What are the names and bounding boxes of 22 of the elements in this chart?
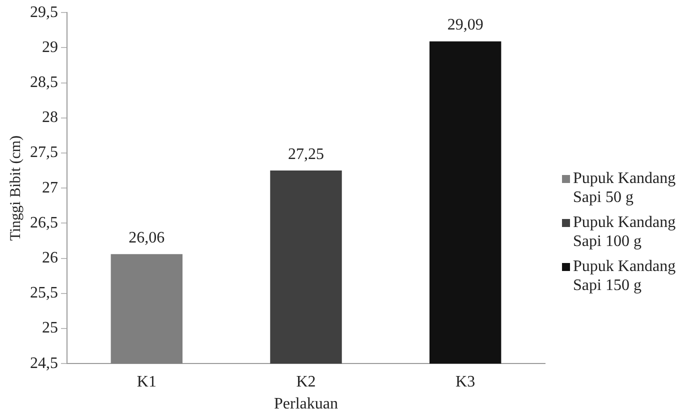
x-axis-title: Perlakuan	[274, 396, 338, 413]
x-tick-label: K1	[136, 373, 156, 390]
data-label: 29,09	[447, 16, 484, 34]
y-tick-label: 25	[42, 320, 58, 337]
data-label: 26,06	[128, 229, 165, 246]
x-tick-label: K3	[456, 373, 476, 390]
data-label: 27,25	[288, 146, 324, 163]
y-tick-label: 28,5	[30, 74, 58, 92]
y-tick-label: 27	[42, 179, 58, 196]
legend-label: Pupuk Kandang Sapi 100 g	[573, 213, 677, 251]
y-tick-label: 29,5	[30, 4, 58, 21]
y-tick-label: 26	[42, 250, 58, 267]
y-axis-title: Tinggi Bibit (cm)	[8, 135, 24, 241]
x-tick-label: K2	[296, 373, 316, 390]
legend-label: Pupuk Kandang Sapi 50 g	[573, 169, 677, 207]
y-tick-label: 28	[42, 109, 58, 126]
y-tick-label: 26,5	[30, 214, 58, 232]
y-tick-label: 24,5	[30, 354, 58, 372]
y-tick-label: 27,5	[30, 144, 58, 162]
y-tick-label: 25,5	[30, 284, 58, 302]
y-tick-label: 29	[42, 38, 58, 56]
legend-label: Pupuk Kandang Sapi 150 g	[573, 257, 677, 295]
